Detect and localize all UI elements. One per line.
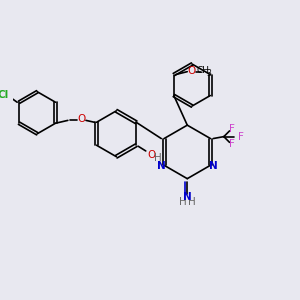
Text: 3: 3: [207, 69, 212, 78]
Text: H: H: [188, 196, 196, 207]
Text: H: H: [154, 153, 162, 163]
Text: N: N: [157, 161, 166, 171]
Text: N: N: [183, 192, 192, 202]
Text: N: N: [209, 161, 218, 171]
Text: O: O: [147, 150, 156, 160]
Text: F: F: [238, 132, 244, 142]
Text: F: F: [229, 124, 234, 134]
Text: O: O: [77, 114, 85, 124]
Text: CH: CH: [196, 66, 209, 75]
Text: Cl: Cl: [0, 90, 8, 100]
Text: H: H: [178, 196, 186, 207]
Text: O: O: [187, 66, 195, 76]
Text: F: F: [229, 139, 234, 149]
